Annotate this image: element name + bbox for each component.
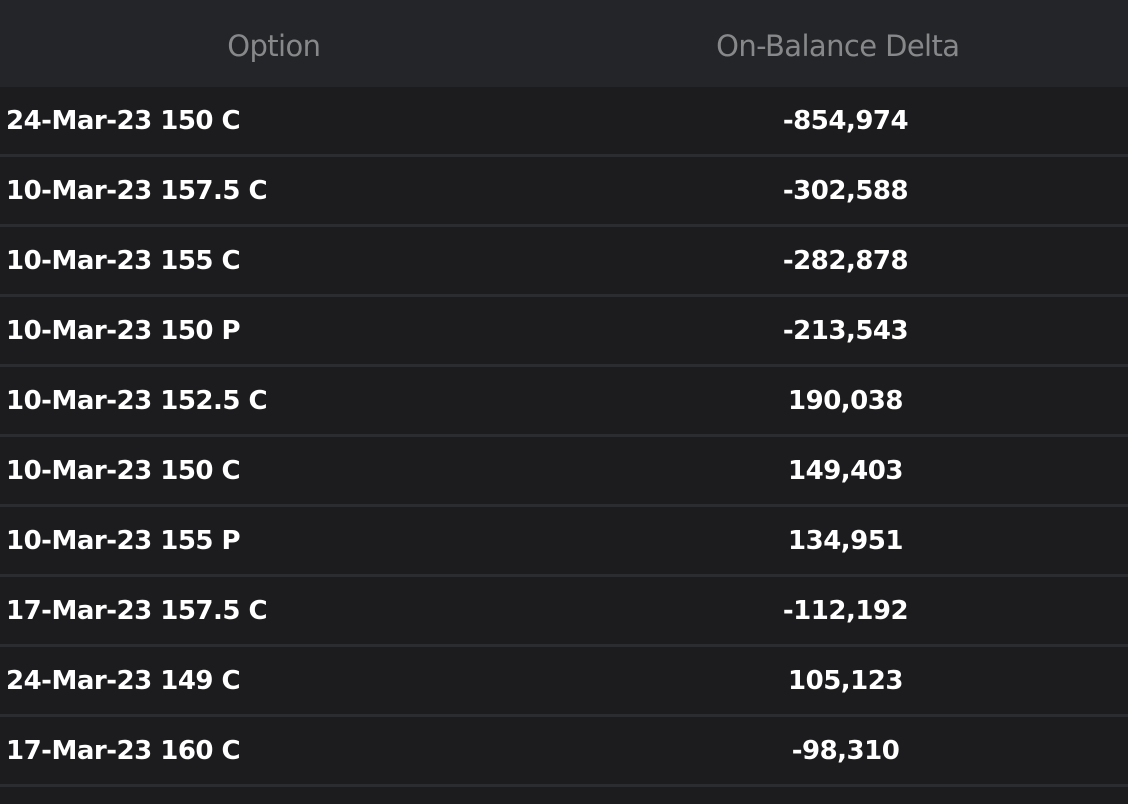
table-body: 24-Mar-23 150 C -854,974 10-Mar-23 157.5…	[0, 87, 1128, 787]
option-cell: 24-Mar-23 149 C	[6, 665, 241, 696]
table-row[interactable]: 24-Mar-23 149 C 105,123	[0, 647, 1128, 717]
option-cell: 17-Mar-23 160 C	[6, 735, 241, 766]
delta-cell: -112,192	[782, 595, 909, 626]
table-row[interactable]: 10-Mar-23 150 P -213,543	[0, 297, 1128, 367]
table-row[interactable]: 17-Mar-23 160 C -98,310	[0, 717, 1128, 787]
option-cell: 10-Mar-23 150 C	[6, 455, 241, 486]
delta-cell: -854,974	[782, 105, 909, 136]
column-header-option[interactable]: Option	[227, 29, 321, 63]
table-row[interactable]: 24-Mar-23 150 C -854,974	[0, 87, 1128, 157]
delta-cell: 190,038	[788, 385, 903, 416]
table-row[interactable]: 10-Mar-23 155 C -282,878	[0, 227, 1128, 297]
option-cell: 10-Mar-23 150 P	[6, 315, 241, 346]
delta-cell: -98,310	[791, 735, 900, 766]
option-cell: 10-Mar-23 152.5 C	[6, 385, 268, 416]
table-row[interactable]: 10-Mar-23 150 C 149,403	[0, 437, 1128, 507]
option-cell: 17-Mar-23 157.5 C	[6, 595, 268, 626]
delta-cell: -302,588	[782, 175, 909, 206]
table-header: Option On-Balance Delta	[0, 0, 1128, 87]
table-row[interactable]: 10-Mar-23 155 P 134,951	[0, 507, 1128, 577]
delta-cell: -213,543	[782, 315, 909, 346]
option-cell: 24-Mar-23 150 C	[6, 105, 241, 136]
option-cell: 10-Mar-23 155 C	[6, 245, 241, 276]
delta-cell: 134,951	[788, 525, 903, 556]
delta-cell: 105,123	[788, 665, 903, 696]
table-row[interactable]: 17-Mar-23 157.5 C -112,192	[0, 577, 1128, 647]
table-row[interactable]: 10-Mar-23 157.5 C -302,588	[0, 157, 1128, 227]
table-row[interactable]: 10-Mar-23 152.5 C 190,038	[0, 367, 1128, 437]
option-cell: 10-Mar-23 155 P	[6, 525, 241, 556]
option-cell: 10-Mar-23 157.5 C	[6, 175, 268, 206]
delta-cell: -282,878	[782, 245, 909, 276]
column-header-on-balance-delta[interactable]: On-Balance Delta	[716, 29, 960, 63]
delta-cell: 149,403	[788, 455, 903, 486]
